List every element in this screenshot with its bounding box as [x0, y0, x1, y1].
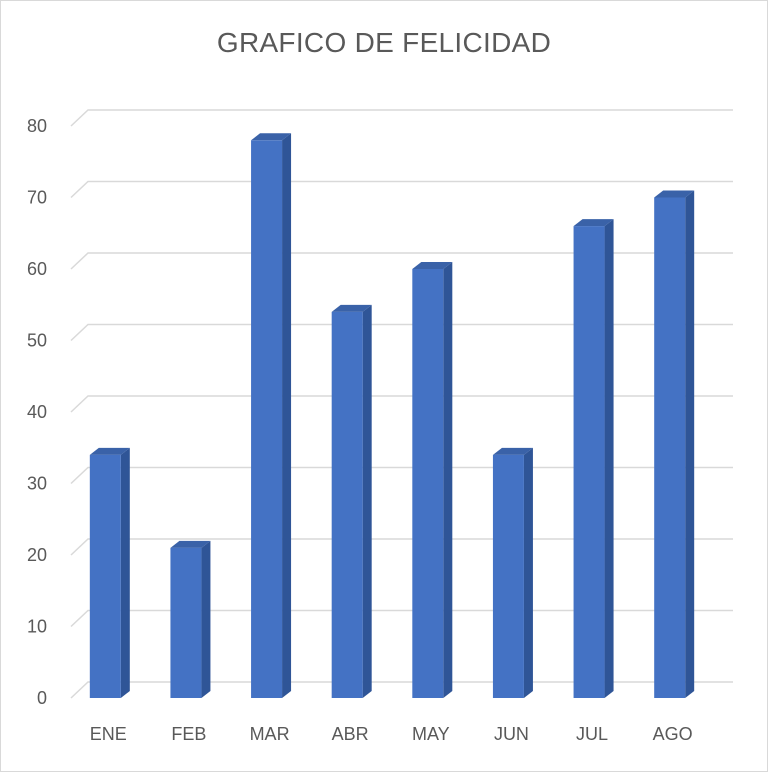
- bar-front: [412, 269, 444, 698]
- y-tick-label: 20: [27, 545, 47, 565]
- x-tick-label: MAR: [250, 724, 290, 744]
- bar-abr: [331, 304, 372, 698]
- bar-top: [654, 190, 695, 198]
- bar-side: [604, 219, 614, 698]
- bar-side: [443, 262, 453, 698]
- bars: [89, 133, 695, 699]
- gridline: [70, 395, 733, 413]
- x-tick-label: AGO: [653, 724, 693, 744]
- gridline: [70, 609, 733, 628]
- gridline: [70, 252, 733, 270]
- bar-top: [89, 447, 130, 455]
- y-tick-label: 50: [27, 331, 47, 351]
- y-tick-label: 60: [27, 259, 47, 279]
- bar-front: [251, 140, 283, 699]
- bar-feb: [170, 540, 211, 698]
- bar-side: [120, 447, 130, 698]
- y-tick-label: 10: [27, 617, 47, 637]
- gridline: [70, 323, 733, 342]
- bar-mar: [251, 133, 292, 699]
- y-tick-label: 40: [27, 402, 47, 422]
- bar-front: [170, 547, 202, 698]
- bar-side: [362, 304, 372, 698]
- chart-title: GRAFICO DE FELICIDAD: [216, 27, 552, 58]
- x-tick-label: ABR: [332, 724, 369, 744]
- bar-top: [412, 262, 453, 269]
- bar-front: [89, 454, 121, 698]
- bar-jun: [492, 447, 533, 698]
- bar-side: [523, 447, 533, 698]
- x-axis-ticks: ENE FEB MAR ABR MAY JUN JUL AGO: [90, 724, 693, 744]
- bar-top: [573, 219, 614, 227]
- bar-ene: [89, 447, 130, 698]
- bar-side: [201, 540, 211, 698]
- bar-side: [282, 133, 292, 699]
- x-tick-label: ENE: [90, 724, 127, 744]
- gridline: [70, 538, 733, 556]
- gridlines: [70, 109, 733, 699]
- y-axis-ticks: 0 10 20 30 40 50 60 70 80: [27, 116, 47, 708]
- gridline: [70, 109, 733, 127]
- bar-top: [170, 540, 211, 548]
- bar-may: [412, 262, 453, 698]
- bar-top: [331, 304, 372, 312]
- x-tick-label: MAY: [412, 724, 450, 744]
- x-tick-label: FEB: [171, 724, 206, 744]
- bar-front: [654, 197, 686, 698]
- bar-top: [251, 133, 292, 141]
- bar-top: [492, 447, 533, 455]
- bar-ago: [654, 190, 695, 698]
- gridline: [70, 466, 733, 485]
- bar-front: [492, 454, 524, 698]
- bar-front: [331, 311, 363, 698]
- gridline: [70, 681, 733, 699]
- gridline: [70, 180, 733, 199]
- y-tick-label: 70: [27, 188, 47, 208]
- y-tick-label: 80: [27, 116, 47, 136]
- y-tick-label: 0: [37, 688, 47, 708]
- y-tick-label: 30: [27, 474, 47, 494]
- bar-jul: [573, 219, 614, 698]
- x-tick-label: JUL: [576, 724, 608, 744]
- bar-side: [685, 190, 695, 698]
- x-tick-label: JUN: [494, 724, 529, 744]
- bar-front: [573, 226, 605, 698]
